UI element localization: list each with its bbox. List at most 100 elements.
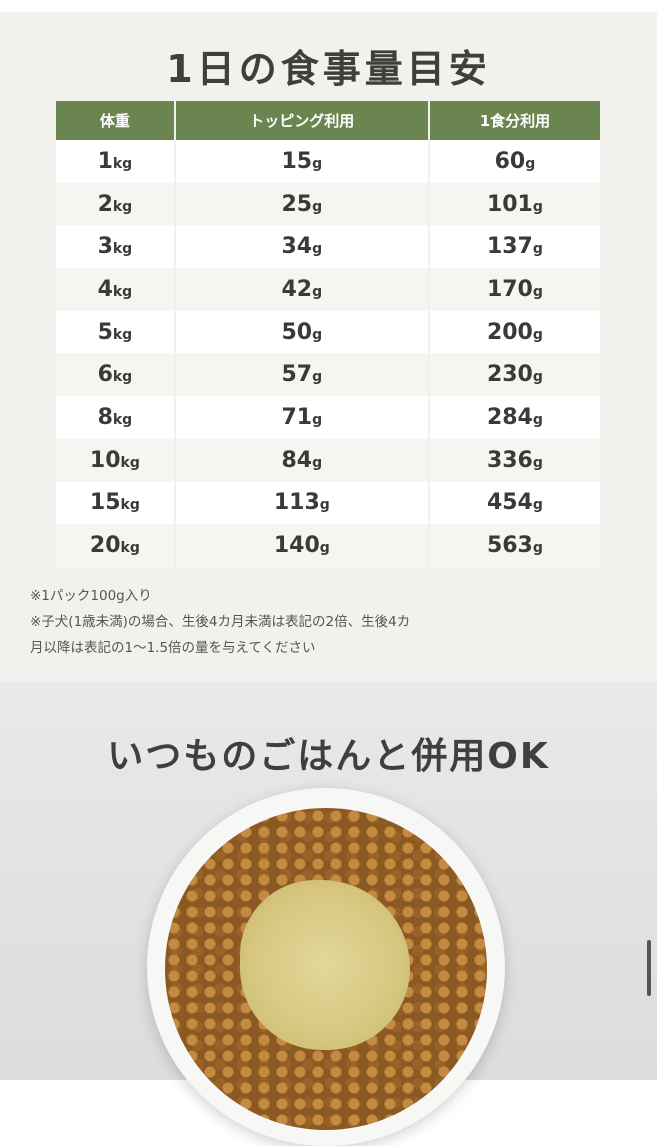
unit: kg (112, 283, 133, 300)
cell-weight: 4kg (56, 268, 175, 311)
unit: g (532, 540, 543, 557)
table-row: 20kg 140g 563g (56, 524, 600, 567)
cell-full: 230g (427, 353, 600, 397)
table-row: 15kg 113g 454g (56, 481, 600, 525)
unit: g (312, 454, 323, 471)
unit: g (312, 198, 323, 215)
value: 15 (281, 148, 313, 174)
table-row: 6kg 57g 230g (56, 353, 600, 397)
unit: g (319, 540, 330, 557)
value: 6 (97, 362, 113, 388)
value: 336 (486, 447, 533, 473)
cell-topping: 71g (173, 396, 429, 439)
cell-full: 563g (427, 524, 600, 567)
value: 60 (494, 148, 526, 174)
feeding-table: 体重 トッピング利用 1食分利用 1kg 15g 60g 2kg 25g 101g 3kg 3… (56, 101, 600, 567)
unit: g (532, 454, 543, 471)
cell-weight: 6kg (56, 353, 175, 397)
unit: kg (112, 369, 133, 386)
value: 8 (97, 404, 113, 430)
value: 84 (281, 447, 313, 473)
table-row: 4kg 42g 170g (56, 268, 600, 311)
header-topping: トッピング利用 (173, 101, 429, 140)
unit: g (312, 283, 323, 300)
unit: kg (120, 540, 140, 557)
cell-topping: 57g (173, 353, 429, 397)
cell-full: 336g (427, 438, 600, 482)
cell-weight: 8kg (56, 396, 175, 439)
topping-image (240, 880, 410, 1050)
note-pack: ※1パック100g入り (30, 588, 152, 604)
value: 284 (486, 404, 533, 430)
value: 5 (97, 319, 113, 345)
cell-topping: 25g (173, 182, 429, 226)
cell-full: 200g (427, 310, 600, 354)
unit: g (525, 155, 536, 172)
cell-topping: 50g (173, 310, 429, 354)
cell-full: 60g (427, 140, 600, 183)
unit: g (319, 497, 330, 514)
value: 25 (281, 191, 313, 217)
value: 563 (486, 533, 533, 559)
cell-topping: 140g (173, 524, 429, 567)
page-title: 1日の食事量目安 (166, 47, 491, 91)
value: 140 (273, 533, 320, 559)
value: 42 (281, 276, 313, 302)
value: 3 (97, 234, 113, 260)
value: 113 (273, 490, 320, 516)
value: 57 (281, 362, 313, 388)
note-puppy-cont: 月以降は表記の1〜1.5倍の量を与えてください (30, 640, 316, 656)
cell-topping: 84g (173, 438, 429, 482)
cell-topping: 34g (173, 225, 429, 269)
unit: g (532, 241, 543, 258)
value: 34 (281, 234, 313, 260)
table-row: 1kg 15g 60g (56, 140, 600, 183)
unit: g (532, 198, 543, 215)
cell-weight: 2kg (56, 182, 175, 226)
cell-full: 137g (427, 225, 600, 269)
cell-weight: 15kg (56, 481, 175, 525)
value: 200 (486, 319, 533, 345)
table-row: 5kg 50g 200g (56, 310, 600, 354)
table-row: 10kg 84g 336g (56, 438, 600, 482)
value: 137 (486, 234, 533, 260)
value: 15 (89, 490, 121, 516)
unit: g (312, 326, 323, 343)
scrollbar[interactable] (647, 940, 651, 996)
table-row: 3kg 34g 137g (56, 225, 600, 269)
value: 230 (486, 362, 533, 388)
value: 170 (486, 276, 533, 302)
unit: g (532, 326, 543, 343)
table-row: 2kg 25g 101g (56, 182, 600, 226)
unit: kg (112, 326, 133, 343)
value: 454 (486, 490, 533, 516)
cell-weight: 20kg (56, 524, 175, 567)
unit: kg (112, 411, 133, 428)
value: 2 (97, 191, 113, 217)
cell-weight: 5kg (56, 310, 175, 354)
unit: g (532, 497, 543, 514)
unit: kg (112, 241, 133, 258)
unit: g (312, 369, 323, 386)
header-weight: 体重 (56, 101, 175, 140)
value: 50 (281, 319, 313, 345)
unit: kg (120, 454, 140, 471)
value: 1 (97, 148, 113, 174)
value: 71 (281, 404, 313, 430)
value: 4 (97, 276, 113, 302)
unit: g (312, 241, 323, 258)
cell-full: 284g (427, 396, 600, 439)
header-full-meal: 1食分利用 (427, 101, 600, 140)
unit: g (532, 283, 543, 300)
value: 101 (486, 191, 533, 217)
cell-weight: 10kg (56, 438, 175, 482)
unit: g (532, 369, 543, 386)
cell-weight: 1kg (56, 140, 175, 183)
table-row: 8kg 71g 284g (56, 396, 600, 439)
unit: g (532, 411, 543, 428)
cell-full: 454g (427, 481, 600, 525)
cell-topping: 15g (173, 140, 429, 183)
unit: g (312, 411, 323, 428)
section-title: いつものごはんと併用OK (107, 736, 550, 777)
notes: ※1パック100g入り ※子犬(1歳未満)の場合、生後4カ月未満は表記の2倍、生… (30, 583, 410, 661)
